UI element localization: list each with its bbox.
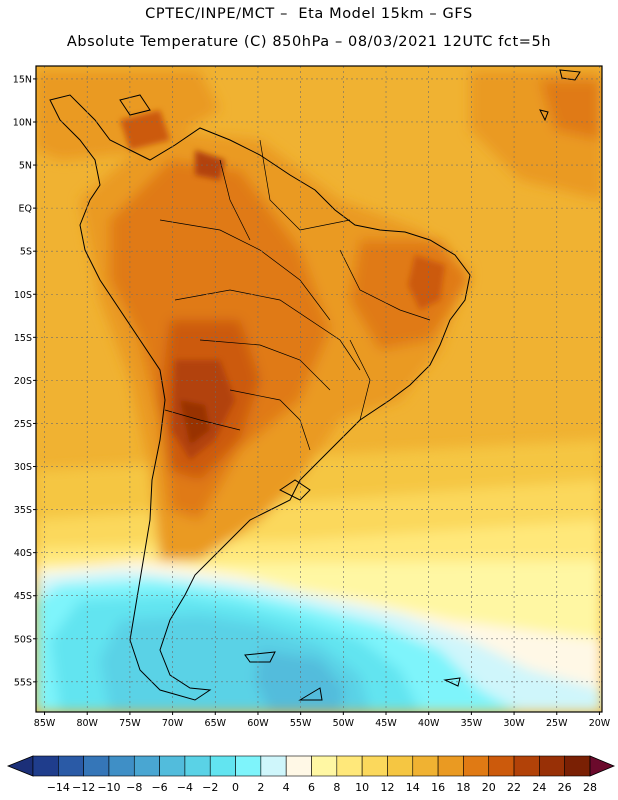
colorbar-swatch <box>387 755 414 777</box>
lon-tick-label: 65W <box>205 718 227 729</box>
colorbar-label: 0 <box>232 781 239 794</box>
lon-tick-label: 75W <box>119 718 141 729</box>
colorbar-label: −10 <box>97 781 120 794</box>
lon-tick-label: 70W <box>162 718 184 729</box>
colorbar-swatch <box>539 755 565 777</box>
colorbar-label: −6 <box>151 781 167 794</box>
colorbar-swatch <box>32 755 59 777</box>
colorbar-swatch <box>437 755 464 777</box>
lat-tick-label: 25S <box>14 419 32 430</box>
colorbar-label: −4 <box>177 781 193 794</box>
map-title-line2: Absolute Temperature (C) 850hPa – 08/03/… <box>66 34 552 50</box>
colorbar-swatch <box>235 755 262 777</box>
colorbar-label: 20 <box>482 781 496 794</box>
temperature-field <box>36 66 602 712</box>
colorbar-label: 6 <box>308 781 315 794</box>
colorbar-label: 18 <box>456 781 470 794</box>
colorbar-label: 22 <box>507 781 521 794</box>
colorbar-label: 4 <box>283 781 290 794</box>
colorbar-label: 8 <box>333 781 340 794</box>
colorbar-label: 10 <box>355 781 369 794</box>
coastlines <box>49 69 581 701</box>
colorbar-swatch <box>336 755 363 777</box>
colorbar-swatch <box>58 755 84 777</box>
colorbar-swatch <box>412 755 439 777</box>
lat-tick-label: 20S <box>14 376 32 387</box>
colorbar-label: 14 <box>406 781 420 794</box>
colorbar-label: 28 <box>583 781 597 794</box>
graticule <box>36 66 602 712</box>
colorbar-swatch <box>285 755 312 777</box>
colorbar-label: 12 <box>380 781 394 794</box>
map-title-line1: CPTEC/INPE/MCT – Eta Model 15km – GFS <box>145 6 473 22</box>
colorbar-label: 16 <box>431 781 445 794</box>
lat-tick-label: 50S <box>14 634 32 645</box>
lat-tick-label: 30S <box>14 462 32 473</box>
colorbar-swatch <box>463 755 490 777</box>
lon-tick-label: 40W <box>418 718 440 729</box>
lat-tick-label: EQ <box>19 204 32 215</box>
lon-tick-label: 35W <box>461 718 483 729</box>
colorbar-label: −14 <box>47 781 70 794</box>
colorbar-swatch <box>159 755 186 777</box>
country-borders <box>159 139 431 451</box>
lon-tick-label: 30W <box>503 718 525 729</box>
colorbar-swatch <box>184 755 211 777</box>
colorbar-label: 2 <box>257 781 264 794</box>
map-frame <box>35 65 603 713</box>
colorbar-swatch <box>133 755 160 777</box>
lat-tick-label: 5N <box>19 161 32 172</box>
lat-tick-label: 45S <box>14 591 32 602</box>
colorbar-label: −2 <box>202 781 218 794</box>
colorbar-swatch <box>361 755 388 777</box>
colorbar-label: 26 <box>558 781 572 794</box>
colorbar-swatch <box>513 755 540 777</box>
colorbar-swatch <box>311 755 338 777</box>
lat-tick-label: 35S <box>14 505 32 516</box>
colorbar-swatch <box>83 755 110 777</box>
lat-tick-label: 10N <box>13 117 32 128</box>
lat-tick-label: 15N <box>13 74 32 85</box>
colorbar-swatch <box>564 755 591 777</box>
colorbar-swatch <box>488 755 515 777</box>
lon-tick-label: 50W <box>333 718 355 729</box>
lon-tick-label: 85W <box>34 718 56 729</box>
colorbar-label: −8 <box>126 781 142 794</box>
lat-tick-label: 10S <box>14 290 32 301</box>
colorbar-label: −12 <box>72 781 95 794</box>
lat-tick-label: 55S <box>14 677 32 688</box>
colorbar: −14 −12 −10 −8 −6 −4 −2 0 2 4 6 8 10 12 14 16 18 20 22 24 26… <box>6 755 616 794</box>
lat-tick-label: 5S <box>20 247 32 258</box>
colorbar-swatch <box>209 755 236 777</box>
colorbar-over-arrow <box>589 755 616 777</box>
lon-tick-label: 45W <box>375 718 397 729</box>
lon-tick-label: 55W <box>290 718 312 729</box>
lon-tick-label: 80W <box>76 718 98 729</box>
colorbar-swatch <box>260 755 287 777</box>
lon-tick-label: 60W <box>247 718 269 729</box>
lat-tick-label: 15S <box>14 333 32 344</box>
lon-tick-label: 20W <box>589 718 611 729</box>
longitude-labels: 85W 80W 75W 70W 65W 60W 55W 50W 45W 40W 35W 30W 25W 2… <box>34 712 611 729</box>
lat-tick-label: 40S <box>14 548 32 559</box>
colorbar-swatch <box>108 755 135 777</box>
lon-tick-label: 25W <box>546 718 568 729</box>
latitude-labels: 15N 10N 5N EQ 5S 10S 15S 20S 25S 30S 35S 40S 45S 50S 5… <box>13 74 36 688</box>
colorbar-label: 24 <box>532 781 546 794</box>
colorbar-under-arrow <box>6 755 34 777</box>
